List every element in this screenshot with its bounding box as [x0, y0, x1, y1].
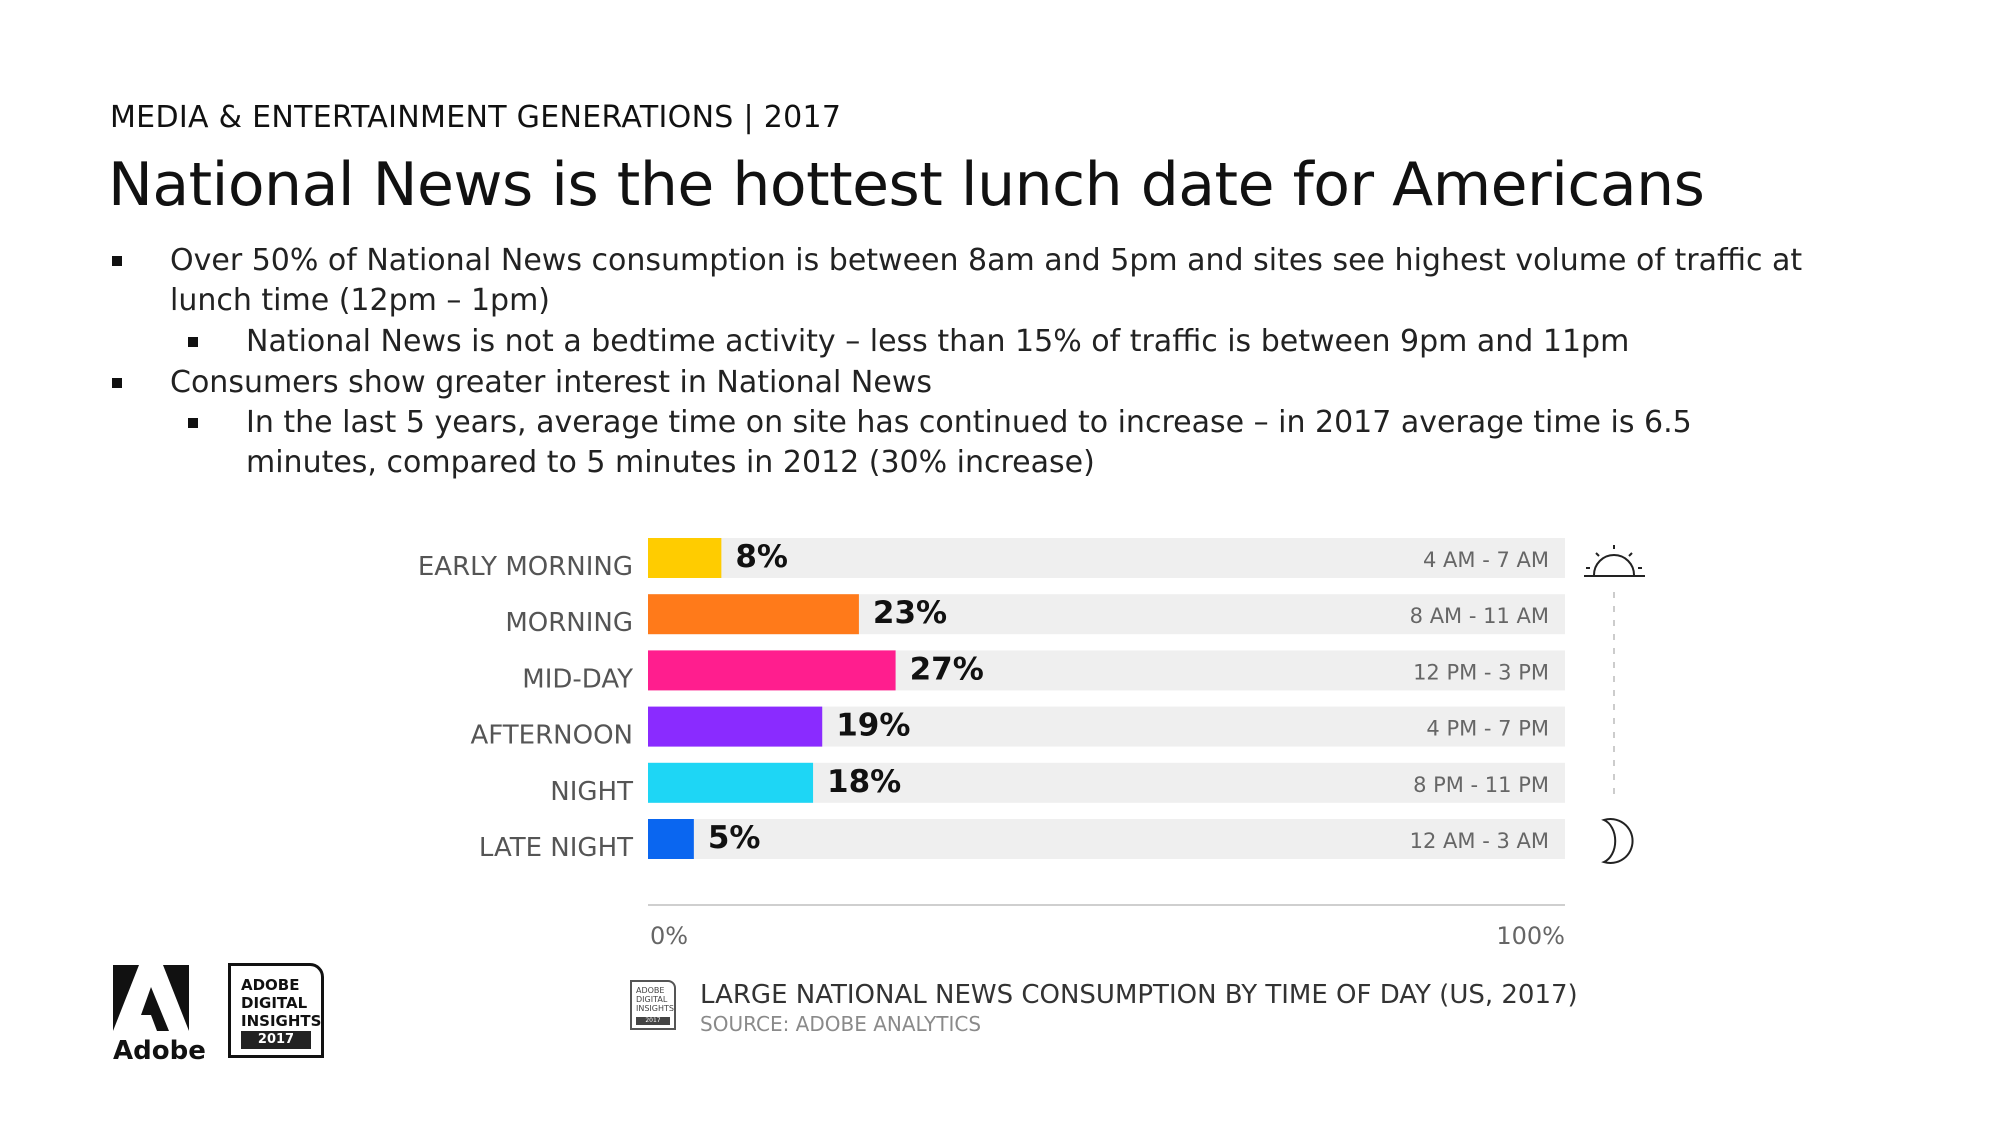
category-label: LATE NIGHT — [479, 833, 633, 863]
small-badge-text: ADOBE DIGITAL INSIGHTS — [636, 986, 674, 1013]
category-label: EARLY MORNING — [418, 552, 633, 582]
sub-bullet-text: National News is not a bedtime activity … — [246, 324, 1630, 359]
time-range-label: 12 AM - 3 AM — [1410, 829, 1549, 853]
small-badge-year: 2017 — [636, 1017, 670, 1025]
bar-track — [648, 538, 1565, 578]
bar — [648, 538, 722, 578]
bullet-marker — [112, 256, 122, 266]
data-label: 8% — [735, 539, 788, 575]
time-range-label: 12 PM - 3 PM — [1413, 660, 1549, 684]
category-label: AFTERNOON — [471, 721, 634, 751]
time-range-label: 8 PM - 11 PM — [1413, 773, 1549, 797]
time-range-label: 4 PM - 7 PM — [1426, 717, 1549, 741]
badge-text: ADOBE DIGITAL INSIGHTS — [241, 976, 322, 1030]
crescent-moon-icon — [1601, 818, 1634, 864]
data-label: 18% — [827, 764, 901, 800]
adobe-logo-icon — [113, 965, 189, 1031]
data-label: 5% — [708, 820, 761, 856]
data-label: 19% — [836, 708, 910, 744]
x-tick-label: 100% — [1496, 922, 1565, 950]
sub-bullet-text: In the last 5 years, average time on sit… — [246, 405, 1692, 480]
bullet-text: Over 50% of National News consumption is… — [170, 243, 1803, 318]
bar — [648, 706, 823, 747]
category-label: MORNING — [505, 608, 633, 638]
category-label: MID-DAY — [522, 664, 633, 694]
bullet-text: Consumers show greater interest in Natio… — [170, 365, 932, 400]
chart-title: LARGE NATIONAL NEWS CONSUMPTION BY TIME … — [700, 980, 1578, 1010]
bullet-marker — [112, 378, 122, 388]
sub-bullet-marker — [188, 418, 198, 428]
sub-bullet-marker — [188, 337, 198, 347]
data-label: 23% — [873, 595, 947, 631]
page-title: National News is the hottest lunch date … — [108, 150, 1705, 220]
bar — [648, 819, 694, 859]
time-range-label: 8 AM - 11 AM — [1410, 604, 1549, 628]
chart-source: SOURCE: ADOBE ANALYTICS — [700, 1012, 982, 1036]
data-label: 27% — [910, 651, 984, 687]
eyebrow-label: MEDIA & ENTERTAINMENT GENERATIONS | 2017 — [110, 100, 842, 135]
time-range-label: 4 AM - 7 AM — [1423, 548, 1549, 572]
adobe-wordmark: Adobe — [113, 1036, 206, 1066]
bar — [648, 762, 814, 803]
small-adobe-badge: ADOBE DIGITAL INSIGHTS 2017 — [630, 980, 676, 1030]
adobe-digital-insights-badge: ADOBE DIGITAL INSIGHTS 2017 — [228, 963, 324, 1058]
bar — [648, 594, 859, 635]
bar-track — [648, 819, 1565, 859]
x-tick-label: 0% — [650, 922, 688, 950]
bar — [648, 650, 896, 691]
badge-year: 2017 — [241, 1031, 311, 1049]
category-label: NIGHT — [550, 777, 633, 807]
sunrise-icon — [1584, 545, 1645, 577]
